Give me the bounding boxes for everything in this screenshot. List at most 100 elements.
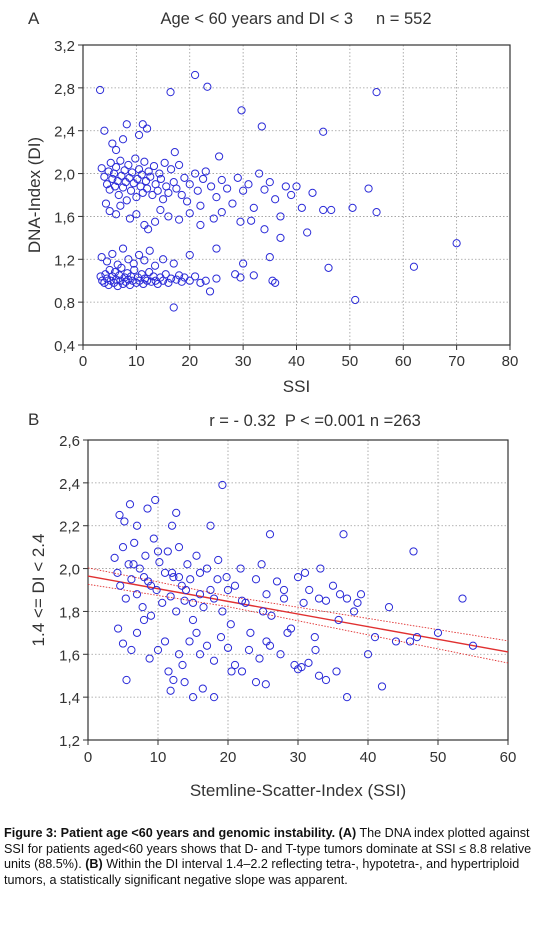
scatter-point — [146, 611, 156, 620]
scatter-point — [233, 173, 242, 182]
scatter-point — [130, 538, 139, 547]
scatter-point — [97, 253, 106, 262]
plot-frame — [87, 439, 509, 741]
scatter-point — [156, 174, 166, 184]
scatter-point — [108, 139, 117, 148]
scatter-point — [98, 276, 107, 285]
scatter-point — [182, 197, 192, 206]
scatter-point — [342, 594, 352, 603]
scatter-point — [116, 581, 125, 590]
scatter-point — [178, 660, 187, 670]
panel-letter: B — [28, 410, 39, 429]
scatter-point — [356, 590, 366, 599]
scatter-point — [433, 628, 443, 637]
scatter-point — [166, 88, 175, 97]
scatter-point — [140, 157, 149, 166]
scatter-point — [372, 88, 381, 97]
scatter-point — [156, 205, 165, 215]
x-axis-label: Stemline-Scatter-Index (SSI) — [190, 781, 406, 800]
scatter-point — [196, 278, 205, 287]
scatter-point — [149, 534, 158, 543]
scatter-point — [144, 577, 153, 586]
scatter-point — [164, 188, 173, 197]
scatter-point — [140, 274, 150, 283]
scatter-point — [310, 633, 319, 642]
scatter-point — [198, 684, 207, 693]
scatter-point — [145, 246, 154, 255]
scatter-point — [185, 250, 194, 260]
scatter-point — [237, 596, 247, 605]
scatter-point — [255, 169, 264, 178]
scatter-point — [114, 190, 123, 200]
scatter-point — [124, 255, 133, 264]
scatter-point — [188, 693, 198, 702]
scatter-point — [132, 590, 142, 599]
y-tick-label: 2,8 — [54, 81, 75, 98]
scatter-point — [142, 276, 152, 285]
scatter-point — [185, 276, 194, 285]
scatter-point — [150, 217, 160, 226]
scatter-point — [129, 560, 138, 569]
scatter-point — [353, 598, 362, 607]
scatter-point — [206, 521, 215, 530]
scatter-point — [222, 573, 231, 582]
scatter-point — [265, 530, 275, 539]
scatter-point — [183, 560, 192, 569]
scatter-point — [283, 628, 292, 637]
scatter-point — [391, 637, 401, 646]
scatter-point — [276, 650, 285, 659]
scatter-point — [145, 654, 154, 663]
scatter-point — [177, 581, 186, 590]
scatter-point — [218, 607, 227, 616]
scatter-point — [305, 585, 314, 595]
scatter-point — [239, 186, 248, 195]
y-axis-label: DNA-Index (DI) — [25, 137, 44, 253]
scatter-point — [134, 250, 144, 260]
scatter-point — [257, 560, 266, 569]
scatter-point — [172, 607, 181, 616]
x-tick-label: 10 — [128, 353, 145, 370]
scatter-point — [206, 585, 215, 595]
scatter-point — [128, 168, 137, 177]
scatter-point — [239, 259, 248, 268]
scatter-point — [139, 573, 149, 582]
scatter-point — [166, 686, 175, 695]
scatter-point — [370, 633, 380, 642]
scatter-point — [349, 607, 359, 616]
scatter-point — [196, 220, 205, 230]
scatter-point — [300, 568, 310, 577]
scatter-point — [160, 158, 169, 167]
scatter-point — [133, 174, 142, 184]
scatter-point — [146, 581, 156, 590]
scatter-point — [160, 637, 170, 646]
scatter-point — [174, 650, 184, 659]
scatter-point — [190, 169, 200, 178]
scatter-point — [196, 201, 205, 210]
scatter-point — [244, 645, 254, 655]
scatter-point — [265, 641, 275, 650]
scatter-point — [203, 82, 212, 91]
scatter-point — [348, 203, 357, 212]
scatter-point — [160, 568, 170, 577]
scatter-point — [138, 603, 147, 612]
scatter-point — [192, 628, 201, 637]
scatter-point — [132, 521, 142, 530]
caption-lead: Figure 3: Patient age <60 years and geno… — [4, 826, 336, 840]
scatter-point — [412, 633, 422, 642]
scatter-point — [132, 628, 142, 637]
scatter-point — [164, 667, 173, 676]
scatter-point — [144, 225, 153, 234]
scatter-point — [195, 590, 205, 599]
scatter-point — [202, 564, 212, 573]
scatter-point — [212, 193, 221, 202]
scatter-point — [102, 180, 112, 189]
scatter-point — [180, 678, 189, 687]
scatter-point — [120, 517, 129, 526]
scatter-point — [319, 205, 328, 215]
scatter-point — [102, 257, 112, 266]
scatter-point — [212, 244, 221, 253]
y-tick-label: 1,4 — [59, 690, 80, 707]
scatter-point — [118, 183, 128, 192]
scatter-point — [405, 637, 415, 646]
scatter-point — [334, 615, 343, 625]
